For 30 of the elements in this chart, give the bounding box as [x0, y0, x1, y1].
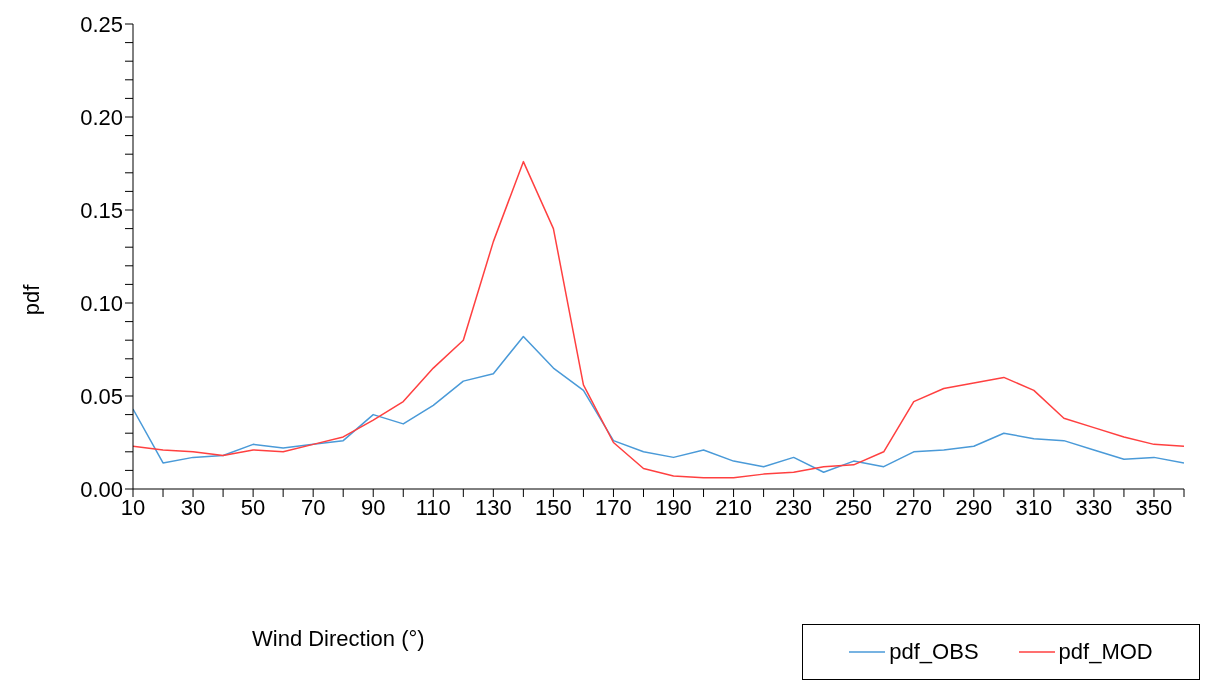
y-tick-label: 0.00: [80, 476, 123, 502]
x-axis-title: Wind Direction (°): [252, 626, 425, 652]
x-tick-label: 230: [775, 494, 812, 520]
x-tick-label: 50: [240, 494, 266, 520]
y-tick-label: 0.25: [80, 11, 123, 37]
x-tick-label: 110: [415, 494, 451, 520]
x-tick-label: 330: [1075, 494, 1113, 520]
x-tick-label: 290: [955, 494, 993, 520]
x-tick-label: 270: [895, 494, 933, 520]
y-tick-label: 0.15: [80, 197, 123, 223]
line-series: [133, 335, 1184, 474]
legend-label: pdf_MOD: [1057, 639, 1153, 665]
y-tick-label: 0.05: [80, 383, 123, 409]
x-tick-label: 10: [120, 494, 146, 520]
x-tick-label: 210: [715, 494, 752, 520]
legend-label: pdf_OBS: [888, 639, 979, 665]
y-axis-title: pdf: [19, 284, 45, 316]
x-tick-label: 190: [655, 494, 692, 520]
y-tick-label: 0.20: [80, 104, 123, 130]
x-tick-label: 30: [180, 494, 206, 520]
x-tick-label: 170: [595, 494, 632, 520]
line-series: [133, 160, 1184, 479]
x-tick-label: 310: [1015, 494, 1053, 520]
x-tick-label: 250: [835, 494, 873, 520]
x-tick-label: 150: [535, 494, 572, 520]
y-tick-label: 0.10: [80, 290, 123, 316]
x-tick-label: 130: [474, 494, 512, 520]
x-tick-label: 90: [360, 494, 386, 520]
x-tick-label: 70: [300, 494, 326, 520]
x-tick-label: 350: [1135, 494, 1173, 520]
